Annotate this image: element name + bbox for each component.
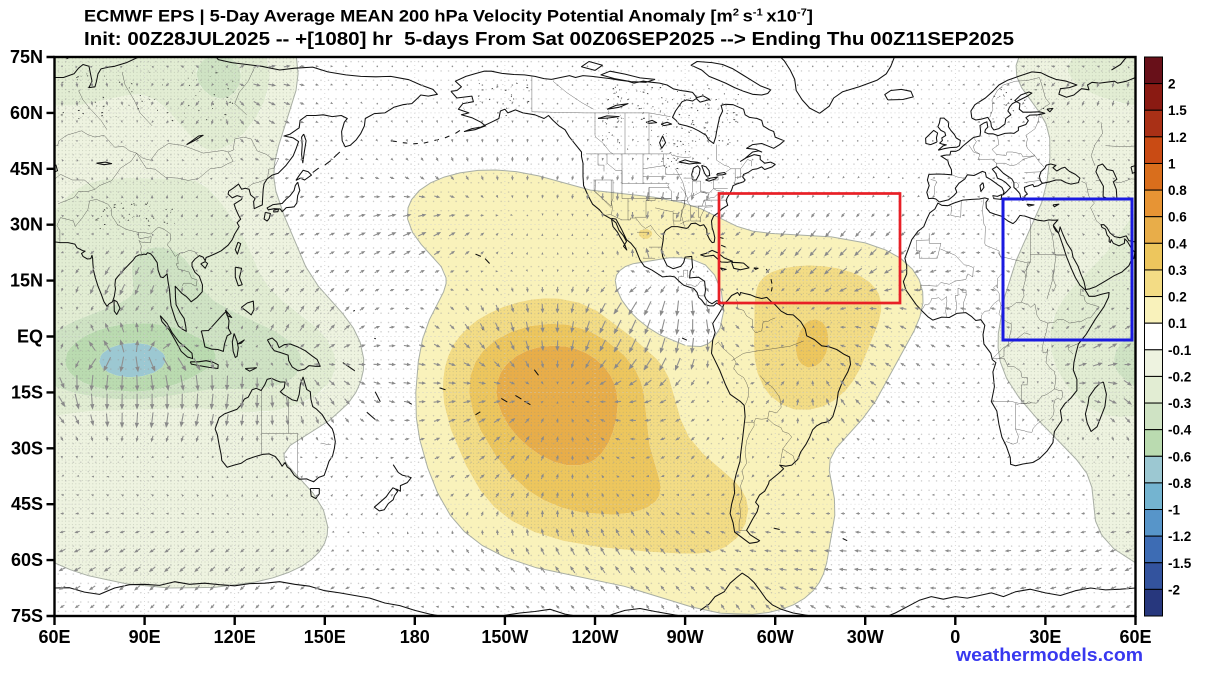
svg-text:0.1: 0.1 [1168,316,1187,331]
svg-text:0.8: 0.8 [1168,183,1187,198]
svg-text:-1.2: -1.2 [1168,529,1191,544]
svg-text:0.2: 0.2 [1168,290,1187,305]
svg-text:60E: 60E [1119,627,1151,647]
svg-text:15N: 15N [10,271,43,291]
svg-text:EQ: EQ [17,327,43,347]
svg-text:75S: 75S [11,606,43,626]
svg-text:60S: 60S [11,550,43,570]
svg-text:-0.3: -0.3 [1168,396,1192,411]
svg-text:-0.8: -0.8 [1168,476,1192,491]
svg-text:-0.4: -0.4 [1168,423,1192,438]
svg-text:0: 0 [950,627,960,647]
svg-text:45N: 45N [10,159,43,179]
svg-text:60E: 60E [38,627,70,647]
svg-text:1.2: 1.2 [1168,130,1187,145]
svg-text:150E: 150E [304,627,346,647]
svg-text:120E: 120E [214,627,256,647]
svg-text:15S: 15S [11,382,43,402]
svg-text:-1: -1 [1168,503,1180,518]
svg-text:2: 2 [1168,77,1176,92]
svg-text:60N: 60N [10,103,43,123]
svg-text:ECMWF EPS | 5-Day Average MEAN: ECMWF EPS | 5-Day Average MEAN 200 hPa V… [84,7,813,26]
svg-text:Init: 00Z28JUL2025 -- +[1080]: Init: 00Z28JUL2025 -- +[1080] hr 5-days … [84,28,1014,49]
svg-text:-0.1: -0.1 [1168,343,1192,358]
svg-text:weathermodels.com: weathermodels.com [955,644,1143,665]
svg-text:-0.6: -0.6 [1168,449,1192,464]
svg-text:0.3: 0.3 [1168,263,1187,278]
svg-text:90E: 90E [129,627,161,647]
svg-text:45S: 45S [11,494,43,514]
svg-text:150W: 150W [481,627,528,647]
svg-text:30N: 30N [10,215,43,235]
svg-text:0.4: 0.4 [1168,236,1187,251]
svg-text:-0.2: -0.2 [1168,369,1191,384]
svg-text:30W: 30W [847,627,884,647]
svg-text:90W: 90W [667,627,704,647]
svg-text:180: 180 [400,627,430,647]
svg-text:-1.5: -1.5 [1168,556,1192,571]
svg-text:1.5: 1.5 [1168,103,1187,118]
svg-text:30S: 30S [11,438,43,458]
svg-text:75N: 75N [10,47,43,67]
svg-text:60W: 60W [757,627,794,647]
svg-text:120W: 120W [571,627,618,647]
svg-text:-2: -2 [1168,582,1180,597]
svg-text:0.6: 0.6 [1168,210,1187,225]
svg-text:30E: 30E [1029,627,1061,647]
svg-text:1: 1 [1168,157,1176,172]
